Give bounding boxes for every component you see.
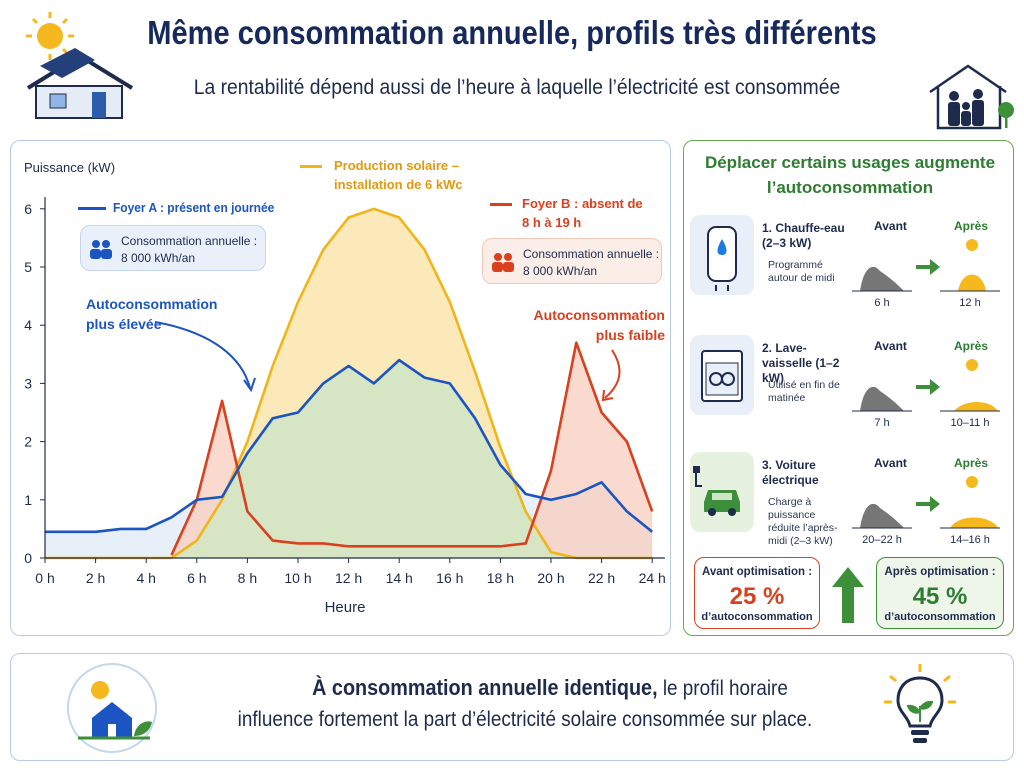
legend-a: Foyer A : présent en journée: [113, 200, 275, 215]
after-box: Après optimisation : 45 % d’autoconsomma…: [876, 557, 1004, 629]
legend-b: Foyer B : absent de 8 h à 19 h: [522, 196, 643, 230]
before-time: 7 h: [874, 417, 890, 429]
y-tick-label: 6: [24, 201, 32, 217]
after-time: 14–16 h: [950, 534, 990, 546]
usage-row: 3. Voiture électrique Charge à puissance …: [690, 452, 1008, 552]
usage-title: 3. Voiture électrique: [762, 458, 819, 487]
x-tick-label: 6 h: [187, 570, 206, 586]
usage-row: 2. Lave-vaisselle (1–2 kW) Utilisé en fin…: [690, 335, 1008, 435]
y-tick-label: 2: [24, 434, 32, 450]
series-line: [45, 358, 654, 534]
y-axis-label: Puissance (kW): [24, 160, 115, 175]
usage-icon-box: [690, 452, 754, 532]
tips-panel: [683, 140, 1014, 636]
y-tick-label: 0: [24, 550, 32, 566]
usage-title: 1. Chauffe-eau (2–3 kW): [762, 221, 845, 250]
info-value-a: 8 000 kWh/an: [121, 251, 196, 265]
usage-icon: [707, 226, 737, 291]
arrow-a: [154, 321, 251, 389]
footer-line-2: influence fortement la part d’électricit…: [237, 708, 813, 731]
usage-desc: Utilisé en fin de matinée: [768, 379, 840, 404]
x-tick-label: 12 h: [335, 570, 362, 586]
usage-icon: [701, 350, 743, 402]
arrow-a-head: [243, 377, 256, 393]
shift-graphic: [852, 476, 1000, 529]
x-axis-label: Heure: [325, 599, 366, 616]
legend-swatch-solar: [300, 165, 322, 168]
x-tick-label: 10 h: [284, 570, 311, 586]
legend-swatch-a: [78, 207, 106, 210]
before-box: Avant optimisation : 25 % d’autoconsomma…: [694, 557, 820, 629]
info-label-b: Consommation annuelle :: [523, 247, 660, 261]
before-label: Avant: [874, 339, 907, 353]
before-box-value: 25 %: [729, 583, 785, 610]
after-label: Après: [954, 219, 989, 233]
before-box-caption: d’autoconsommation: [701, 611, 813, 623]
usage-icon-box: [690, 215, 754, 295]
footer-text-1: le profil horaire: [662, 677, 788, 700]
series-line: [170, 341, 654, 556]
title: Même consommation annuelle, profils très…: [147, 14, 877, 51]
after-time: 12 h: [959, 297, 981, 309]
after-box-caption: d’autoconsommation: [884, 611, 996, 623]
info-value-b: 8 000 kWh/an: [523, 264, 598, 278]
usage-row: 1. Chauffe-eau (2–3 kW) Programmé autour …: [690, 215, 1008, 315]
shift-graphic: [852, 239, 1000, 292]
x-tick-label: 0 h: [35, 570, 54, 586]
header-icon-family: [929, 64, 1014, 130]
x-tick-label: 14 h: [386, 570, 413, 586]
x-tick-label: 22 h: [588, 570, 615, 586]
footer-card: [10, 653, 1014, 761]
arrow-b: [604, 349, 621, 399]
annotation-a: Autoconsommation plus élevée: [86, 296, 218, 332]
info-icon-a: [90, 240, 112, 259]
usage-desc: Charge à puissance réduite l’après-midi …: [768, 496, 838, 547]
info-box-b: Consommation annuelle : 8 000 kWh/an: [482, 238, 662, 284]
x-tick-label: 2 h: [86, 570, 105, 586]
after-box-label: Après optimisation :: [884, 566, 996, 578]
panel-title: Déplacer certains usages augmente l’auto…: [704, 153, 996, 197]
x-tick-label: 8 h: [238, 570, 257, 586]
footer-icon-bulb: [884, 664, 956, 743]
info-box-a: Consommation annuelle : 8 000 kWh/an: [80, 225, 266, 271]
x-tick-label: 4 h: [136, 570, 155, 586]
legend-solar: Production solaire – installation de 6 k…: [334, 158, 463, 192]
y-tick-label: 1: [24, 492, 32, 508]
after-time: 10–11 h: [950, 417, 990, 429]
before-label: Avant: [874, 456, 907, 470]
y-tick-label: 4: [24, 317, 32, 333]
usage-desc: Programmé autour de midi: [768, 259, 835, 284]
header-icon-house: [26, 12, 134, 119]
x-tick-label: 18 h: [487, 570, 514, 586]
y-tick-label: 3: [24, 375, 32, 391]
after-label: Après: [954, 456, 989, 470]
after-label: Après: [954, 339, 989, 353]
info-icon-b: [492, 253, 514, 272]
x-tick-label: 20 h: [537, 570, 564, 586]
x-tick-label: 16 h: [436, 570, 463, 586]
chart: 0 1 2 3 4 5 6 0 h 2 h 4 h 6 h 8 h 10 h 12 h 14 h 16 h 18…: [24, 160, 666, 616]
info-label-a: Consommation annuelle :: [121, 234, 258, 248]
footer-bold: À consommation annuelle identique,: [312, 675, 658, 700]
legend-swatch-b: [490, 203, 512, 206]
usage-title: 2. Lave-vaisselle (1–2 kW): [762, 341, 840, 385]
before-box-label: Avant optimisation :: [701, 566, 813, 578]
chart-card: [10, 140, 671, 636]
footer-line-1: À consommation annuelle identique, le pr…: [55, 675, 1024, 701]
annotation-b: Autoconsommation plus faible: [533, 307, 665, 343]
x-tick-label: 24 h: [639, 570, 666, 586]
before-time: 20–22 h: [862, 534, 902, 546]
y-tick-label: 5: [24, 259, 32, 275]
footer-icon-house: [67, 663, 157, 753]
shift-graphic: [852, 359, 1000, 412]
arrow-b-head: [601, 389, 614, 402]
usage-icon-box: [690, 335, 754, 415]
improve-arrow: [832, 567, 864, 623]
before-time: 6 h: [874, 297, 890, 309]
before-label: Avant: [874, 219, 907, 233]
after-box-value: 45 %: [912, 583, 968, 610]
subtitle: La rentabilité dépend aussi de l’heure à…: [193, 76, 841, 99]
usage-icon: [693, 466, 740, 516]
